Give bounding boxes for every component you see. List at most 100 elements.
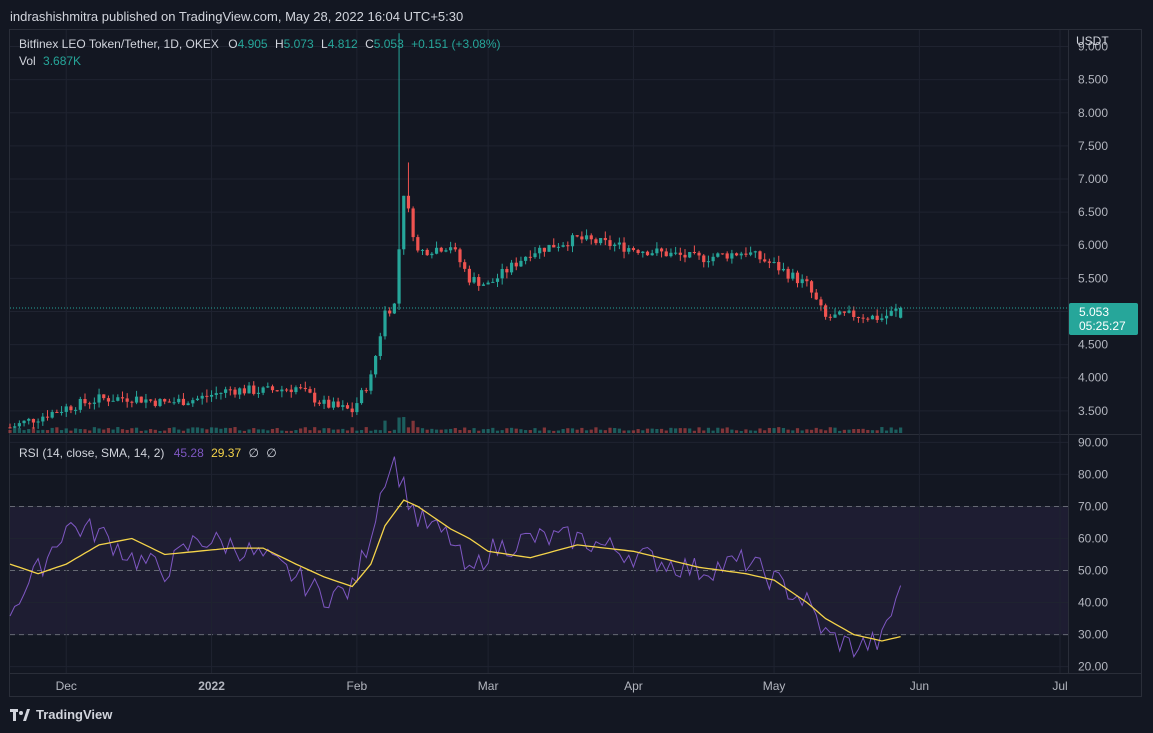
candle-body	[720, 253, 725, 255]
rsi-label[interactable]: RSI (14, close, SMA, 14, 2)	[19, 446, 165, 460]
volume-bar	[800, 430, 804, 433]
volume-bar	[219, 428, 223, 433]
candle-body	[777, 261, 781, 271]
candle-body	[270, 386, 275, 391]
volume-bar	[739, 430, 743, 433]
price-tick-label: 8.000	[1078, 106, 1108, 120]
volume-bar	[599, 429, 603, 433]
volume-bar	[163, 430, 167, 433]
candle-body	[828, 316, 832, 318]
volume-bar	[336, 429, 340, 433]
candle-body	[158, 399, 162, 406]
candle-body	[884, 315, 889, 319]
volume-bar	[467, 430, 471, 433]
candle-body	[505, 269, 509, 273]
open-label: O	[228, 37, 238, 51]
candle-body	[364, 390, 368, 392]
candle-body	[603, 237, 607, 241]
candle-body	[861, 317, 865, 319]
tradingview-logo-icon	[10, 708, 30, 721]
candle-body	[55, 411, 59, 413]
candle-body	[341, 405, 345, 407]
candle-body	[402, 195, 406, 250]
brand-footer[interactable]: TradingView	[10, 707, 112, 722]
candle-body	[233, 389, 237, 395]
candle-body	[106, 398, 111, 402]
candle-body	[734, 253, 739, 256]
volume-bar	[111, 429, 115, 433]
candle-body	[205, 395, 209, 397]
volume-bar	[388, 430, 392, 433]
candle-body	[425, 249, 429, 256]
candle-body	[383, 310, 387, 337]
volume-bar	[444, 429, 448, 433]
candle-body	[59, 411, 64, 413]
candle-body	[74, 409, 78, 411]
volume-bar	[434, 429, 439, 433]
candle-body	[444, 250, 448, 252]
candle-body	[594, 239, 598, 244]
high-label: H	[274, 37, 284, 51]
currency-label: USDT	[1076, 34, 1109, 48]
open-value: 4.905	[237, 37, 268, 51]
volume-bar	[636, 429, 640, 433]
volume-bar	[149, 429, 153, 433]
candle-body	[650, 253, 654, 256]
volume-bar	[134, 427, 139, 433]
candle-body	[556, 246, 561, 248]
candle-body	[266, 386, 270, 388]
candle-body	[669, 252, 673, 257]
candle-body	[303, 387, 307, 390]
candle-body	[116, 397, 120, 401]
volume-bar	[102, 429, 106, 433]
volume-bar	[463, 427, 467, 433]
candle-body	[50, 411, 54, 418]
candle-body	[519, 260, 523, 267]
candle-body	[809, 281, 814, 293]
volume-bar	[430, 428, 434, 433]
candle-body	[838, 311, 842, 315]
candle-body	[163, 399, 167, 402]
candle-body	[256, 392, 261, 394]
time-tick-label: Apr	[624, 679, 643, 693]
volume-bar	[786, 429, 790, 433]
volume-bar	[594, 427, 598, 433]
brand-name: TradingView	[36, 707, 113, 722]
low-label: L	[321, 37, 328, 51]
candle-body	[791, 272, 795, 279]
candle-body	[655, 248, 659, 254]
price-tick-label: 4.000	[1078, 371, 1108, 385]
candle-body	[242, 388, 246, 394]
candle-body	[195, 398, 200, 401]
volume-bar	[669, 427, 673, 433]
symbol-title[interactable]: Bitfinex LEO Token/Tether, 1D, OKEX	[19, 37, 219, 51]
candle-body	[617, 242, 621, 245]
volume-label[interactable]: Vol	[19, 54, 36, 68]
candle-body	[599, 237, 603, 244]
candle-body	[36, 421, 40, 423]
candle-body	[69, 406, 73, 411]
rsi-line	[9, 456, 902, 658]
candle-body	[289, 389, 293, 393]
price-tick-label: 6.000	[1078, 238, 1108, 252]
volume-bar	[866, 429, 870, 433]
candle-body	[800, 279, 804, 284]
volume-bar	[322, 428, 326, 433]
volume-bar	[299, 428, 303, 433]
candle-body	[725, 253, 729, 259]
candle-body	[252, 385, 256, 394]
volume-bar	[613, 427, 617, 433]
candle-body	[209, 394, 214, 397]
volume-bar	[31, 427, 36, 433]
volume-bar	[627, 430, 631, 433]
volume-bar	[824, 430, 828, 433]
candle-body	[134, 396, 139, 403]
volume-bar	[228, 428, 232, 433]
price-tick-label: 9.000	[1078, 40, 1108, 54]
volume-bar	[805, 429, 809, 433]
candle-body	[97, 394, 101, 403]
volume-bar	[608, 427, 612, 433]
candle-body	[833, 314, 837, 318]
volume-bar	[716, 427, 720, 433]
